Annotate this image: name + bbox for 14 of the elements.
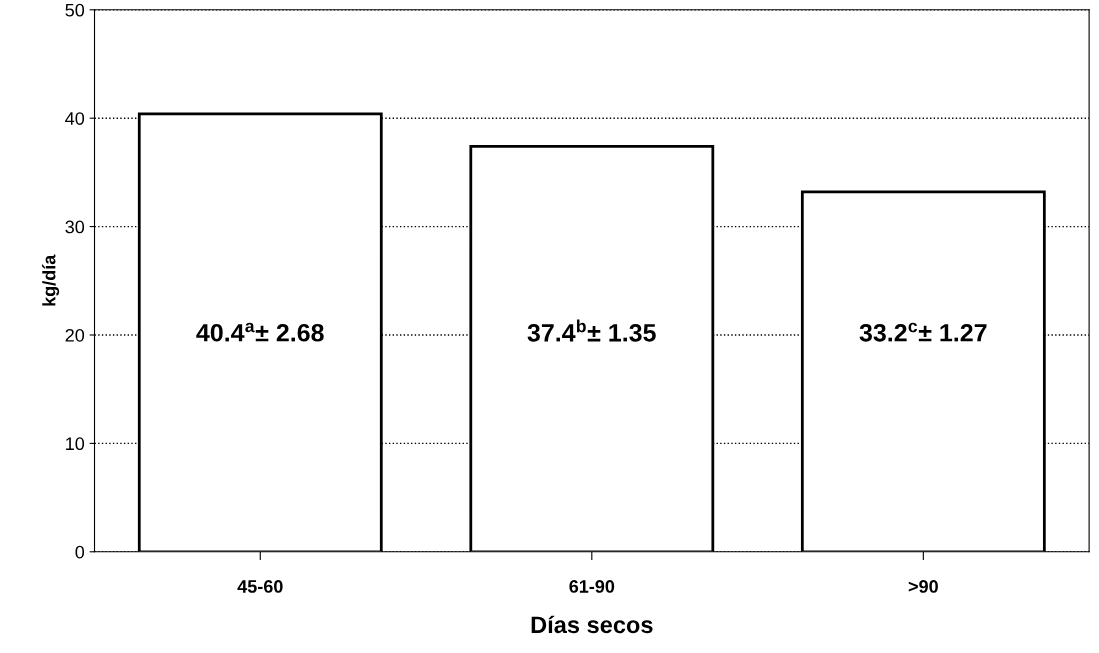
- data-label: 40.4$^{a}$± 2.68: [196, 322, 324, 342]
- y-tick-label: 40: [65, 112, 85, 125]
- x-tick-label: >90: [908, 580, 938, 593]
- x-axis-title: Días secos: [531, 615, 653, 634]
- y-tick-label: 0: [75, 545, 85, 559]
- y-tick-label: 10: [66, 437, 85, 451]
- y-axis-title: kg/día: [42, 254, 60, 306]
- x-tick-label: 61-90: [569, 580, 615, 593]
- y-tick-label: 50: [65, 3, 85, 17]
- data-label: 33.2$^{c}$± 1.27: [859, 322, 987, 342]
- data-label: 37.4$^{b}$± 1.35: [527, 319, 656, 342]
- y-tick-label: 20: [65, 328, 85, 342]
- y-tick-label: 30: [65, 220, 85, 234]
- x-tick-label: 45-60: [237, 580, 283, 593]
